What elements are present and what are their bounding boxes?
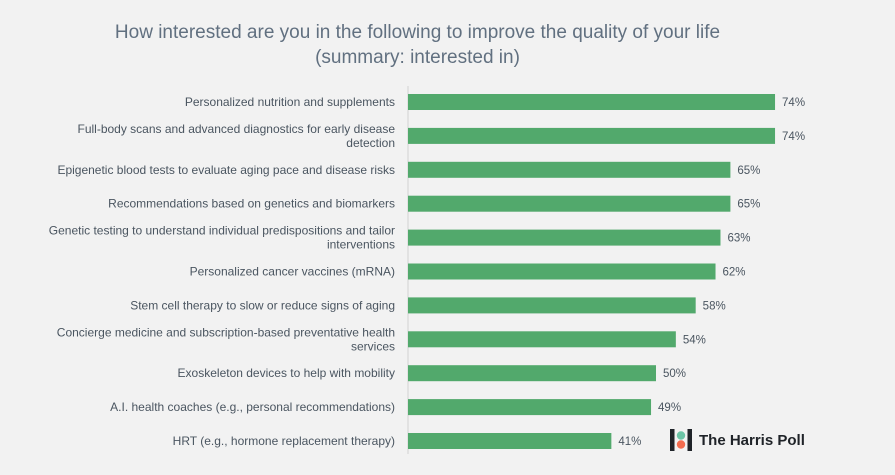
harris-poll-logo-mark xyxy=(670,429,692,451)
logo-bar-right xyxy=(687,429,692,451)
chart-subtitle: (summary: interested in) xyxy=(315,47,520,68)
data-label: 65% xyxy=(737,199,760,211)
category-label: Personalized nutrition and supplements xyxy=(185,95,395,109)
bar xyxy=(408,94,776,110)
category-label: Exoskeleton devices to help with mobilit… xyxy=(178,366,395,380)
logo-text: The Harris Poll xyxy=(699,431,805,449)
bar xyxy=(408,161,731,178)
bar xyxy=(408,195,731,212)
data-label: 74% xyxy=(782,97,805,109)
bar xyxy=(408,433,612,449)
category-label: Full-body scans and advanced diagnostics… xyxy=(77,122,395,150)
logo-circle-top xyxy=(676,431,686,440)
category-label: Epigenetic blood tests to evaluate aging… xyxy=(57,163,395,177)
data-label: 63% xyxy=(727,233,750,245)
data-label: 58% xyxy=(703,300,726,312)
category-label: Recommendations based on genetics and bi… xyxy=(108,197,395,211)
category-label: Concierge medicine and subscription-base… xyxy=(57,325,395,353)
data-label: 62% xyxy=(723,267,746,279)
category-label: A.I. health coaches (e.g., personal reco… xyxy=(110,400,395,414)
category-label: Genetic testing to understand individual… xyxy=(49,224,395,252)
bar xyxy=(408,297,696,314)
bar xyxy=(408,365,656,382)
bar xyxy=(408,263,716,280)
bar xyxy=(408,229,721,246)
category-label: Stem cell therapy to slow or reduce sign… xyxy=(130,298,395,312)
data-label: 54% xyxy=(683,334,706,346)
bar xyxy=(408,127,776,144)
category-label: Personalized cancer vaccines (mRNA) xyxy=(190,265,395,279)
chart-title: How interested are you in the following … xyxy=(0,20,835,70)
chart-title-line: How interested are you in the following … xyxy=(114,22,721,43)
data-label: 65% xyxy=(737,165,760,177)
harris-poll-logo: The Harris Poll xyxy=(670,429,805,451)
logo-circle-bottom xyxy=(676,440,686,449)
data-label: 74% xyxy=(782,131,805,143)
category-label: HRT (e.g., hormone replacement therapy) xyxy=(173,434,395,448)
data-label: 50% xyxy=(663,368,686,380)
logo-bar-left xyxy=(670,429,675,451)
bar xyxy=(408,399,652,416)
bar xyxy=(408,331,676,348)
data-label: 49% xyxy=(658,402,681,414)
data-label: 41% xyxy=(618,436,641,448)
